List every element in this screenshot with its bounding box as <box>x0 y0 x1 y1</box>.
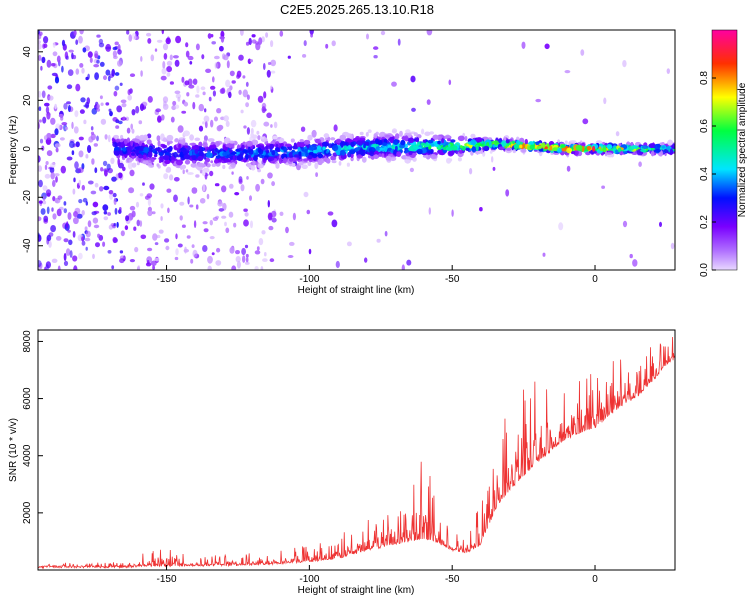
y-tick-label: -20 <box>22 190 33 205</box>
colorbar-tick-label: 0.0 <box>699 263 710 277</box>
y-tick-label: 4000 <box>22 444 33 467</box>
chart-title: C2E5.2025.265.13.10.R18 <box>280 2 434 17</box>
spectrogram-x-label: Height of straight line (km) <box>298 285 415 296</box>
x-tick-label: -50 <box>445 274 460 285</box>
colorbar-gradient <box>711 29 738 271</box>
spectrogram-y-ticks: 40 20 0 -20 -40 <box>22 46 43 253</box>
snr-x-ticks: -150 -100 -50 0 <box>157 565 598 585</box>
x-tick-label: 0 <box>592 574 598 585</box>
colorbar-tick-label: 0.4 <box>699 167 710 181</box>
colorbar: 0.0 0.2 0.4 0.6 0.8 Normalized spectral ampl… <box>699 29 748 277</box>
colorbar-ticks: 0.0 0.2 0.4 0.6 0.8 <box>699 71 716 277</box>
snr-frame <box>37 329 676 571</box>
y-tick-label: 0 <box>22 146 33 152</box>
x-tick-label: -100 <box>299 274 319 285</box>
y-tick-label: 20 <box>22 94 33 106</box>
spectrogram-y-label: Frequency (Hz) <box>8 116 19 185</box>
snr-panel: -150 -100 -50 0 8000 6000 4000 2000 Height of … <box>8 329 676 596</box>
spectrogram-x-ticks: -150 -100 -50 0 <box>157 265 598 285</box>
snr-x-label: Height of straight line (km) <box>298 585 415 596</box>
x-tick-label: -150 <box>157 274 177 285</box>
y-tick-label: 6000 <box>22 387 33 410</box>
snr-plot-area <box>38 330 675 570</box>
colorbar-tick-label: 0.6 <box>699 119 710 133</box>
snr-y-label: SNR (10 * v/v) <box>8 418 19 482</box>
snr-series-line <box>38 337 675 570</box>
spectrogram-panel: -150 -100 -50 0 40 20 0 -20 -40 Height of strai… <box>8 29 676 296</box>
colorbar-label: Normalized spectral amplitude <box>737 82 748 217</box>
x-tick-label: -150 <box>157 574 177 585</box>
y-tick-label: 40 <box>22 46 33 58</box>
x-tick-label: -50 <box>445 574 460 585</box>
y-tick-label: 2000 <box>22 501 33 524</box>
spectrogram-cells <box>38 30 675 270</box>
x-tick-label: 0 <box>592 274 598 285</box>
colorbar-tick-label: 0.2 <box>699 215 710 229</box>
x-tick-label: -100 <box>299 574 319 585</box>
colorbar-tick-label: 0.8 <box>699 71 710 85</box>
y-tick-label: 8000 <box>22 330 33 353</box>
spectrogram-frame <box>37 29 676 271</box>
snr-y-ticks: 8000 6000 4000 2000 <box>22 330 43 524</box>
y-tick-label: -40 <box>22 238 33 253</box>
